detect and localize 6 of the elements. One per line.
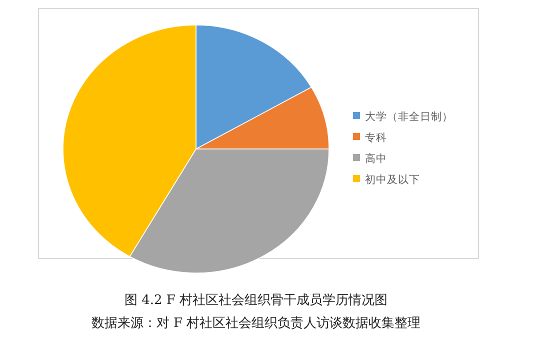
text: 图 4.2 F 村社区社会组织骨干成员学历情况图: [124, 293, 388, 308]
legend-label: 专科: [365, 131, 387, 144]
source-note: 数据来源：对 F 村社区社会组织负责人访谈数据收集整理: [91, 315, 421, 331]
legend-label: 大学（非全日制）: [365, 110, 453, 123]
legend-label: 高中: [365, 152, 387, 165]
legend-label: 初中及以下: [365, 173, 420, 186]
